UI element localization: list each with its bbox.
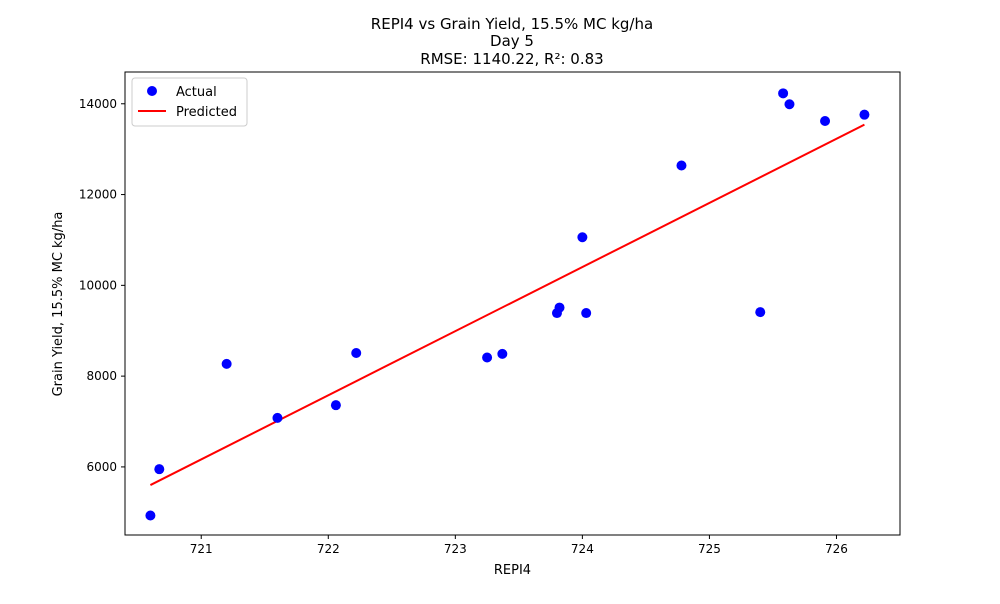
plot-frame [124,71,901,536]
predicted-line [149,123,865,486]
x-tick-label: 722 [317,542,340,556]
x-axis-label: REPI4 [494,563,531,578]
actual-point [581,308,592,319]
plot-area [124,71,901,536]
x-tick-label: 723 [444,542,467,556]
actual-point [755,307,766,318]
actual-point [859,109,870,120]
actual-point [154,464,165,475]
x-tick-label: 725 [698,542,721,556]
actual-point [272,412,283,423]
chart-title-line-2: Day 5 [490,32,534,50]
y-axis-ticks: 6000 8000 10000 12000 14000 [79,97,125,474]
y-tick-label: 10000 [79,278,117,292]
y-tick-label: 12000 [79,188,117,202]
actual-point [554,302,565,313]
actual-point [497,348,508,359]
actual-point [482,352,493,363]
actual-point [820,116,831,127]
actual-point [221,358,232,369]
actual-point [577,232,588,243]
legend-predicted-label: Predicted [176,105,237,120]
x-tick-label: 721 [190,542,213,556]
actual-point [778,88,789,99]
actual-point [784,99,795,110]
chart-title-line-1: REPI4 vs Grain Yield, 15.5% MC kg/ha [371,15,653,33]
legend-actual-label: Actual [176,85,217,100]
chart-title: REPI4 vs Grain Yield, 15.5% MC kg/ha Day… [371,15,653,68]
y-tick-label: 6000 [86,460,117,474]
actual-point [351,347,362,358]
legend: Actual Predicted [131,77,248,127]
y-axis-label: Grain Yield, 15.5% MC kg/ha [51,212,66,397]
x-axis-ticks: 721 722 723 724 725 726 [190,535,848,556]
actual-point [330,400,341,411]
actual-point [145,510,156,521]
legend-actual-marker [147,86,157,96]
x-tick-label: 726 [825,542,848,556]
legend-box [131,77,248,127]
actual-point [676,160,687,171]
y-tick-label: 14000 [79,97,117,111]
x-tick-label: 724 [571,542,594,556]
chart-title-line-3: RMSE: 1140.22, R²: 0.83 [420,50,603,68]
y-tick-label: 8000 [86,369,117,383]
